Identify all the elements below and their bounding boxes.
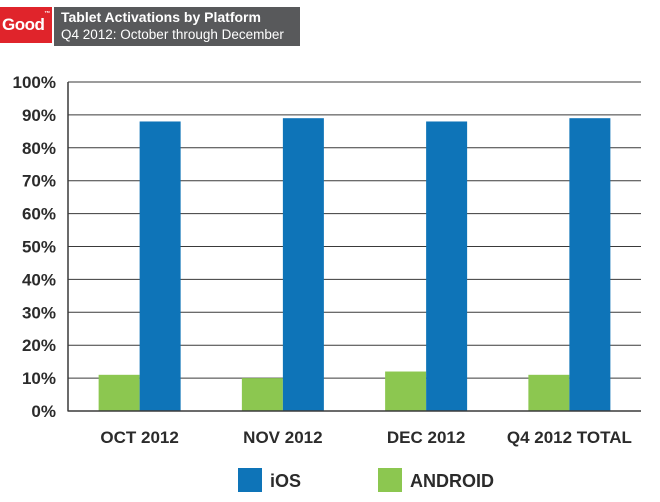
android-bar xyxy=(528,374,570,411)
ios-bar xyxy=(139,121,181,411)
good-logo: Good™ xyxy=(0,7,52,43)
legend-ios-label: iOS xyxy=(270,471,301,491)
y-tick-label: 20% xyxy=(22,336,56,355)
ios-bar xyxy=(426,121,468,411)
android-bar xyxy=(241,378,283,411)
y-tick-label: 70% xyxy=(22,172,56,191)
y-tick-label: 40% xyxy=(22,270,56,289)
legend-ios-swatch xyxy=(238,468,262,492)
y-tick-label: 90% xyxy=(22,106,56,125)
y-axis-ticks: 0% 10% 20% 30% 40% 50% 60% 70% 80% 90% 100% xyxy=(13,73,56,421)
x-category-label: DEC 2012 xyxy=(387,428,465,447)
legend: iOS ANDROID xyxy=(238,468,494,492)
legend-android-swatch xyxy=(378,468,402,492)
ios-bar xyxy=(282,118,324,411)
y-tick-label: 30% xyxy=(22,303,56,322)
y-tick-label: 60% xyxy=(22,205,56,224)
android-bar xyxy=(385,371,427,411)
chart-header: Tablet Activations by Platform Q4 2012: … xyxy=(54,7,300,46)
logo-trademark: ™ xyxy=(44,11,50,17)
android-bar xyxy=(98,374,140,411)
x-category-label: OCT 2012 xyxy=(100,428,178,447)
bars xyxy=(98,118,611,411)
chart-subtitle: Q4 2012: October through December xyxy=(61,27,284,42)
legend-android-label: ANDROID xyxy=(410,471,494,491)
logo-text: Good xyxy=(2,15,45,34)
x-category-label: NOV 2012 xyxy=(243,428,322,447)
y-tick-label: 0% xyxy=(31,402,56,421)
x-category-label: Q4 2012 TOTAL xyxy=(507,428,632,447)
ios-bar xyxy=(569,118,611,411)
y-tick-label: 10% xyxy=(22,369,56,388)
x-axis-categories: OCT 2012 NOV 2012 DEC 2012 Q4 2012 TOTAL xyxy=(100,428,631,447)
chart-title: Tablet Activations by Platform xyxy=(61,9,261,25)
y-tick-label: 80% xyxy=(22,139,56,158)
y-tick-label: 50% xyxy=(22,238,56,257)
axes xyxy=(67,82,641,412)
y-tick-label: 100% xyxy=(13,73,56,92)
